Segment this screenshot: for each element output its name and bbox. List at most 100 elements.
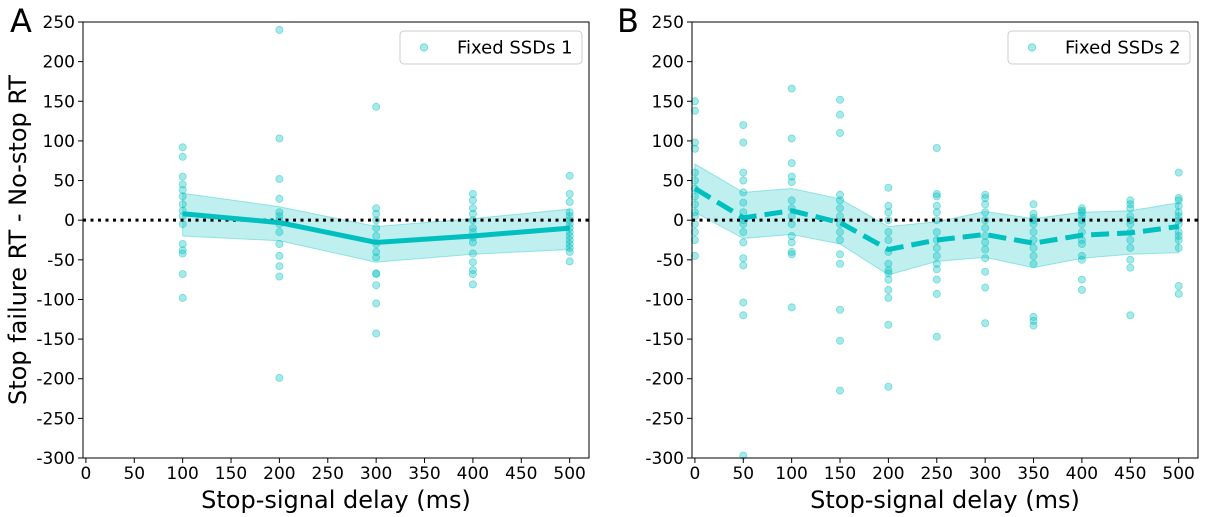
scatter-point <box>884 275 893 284</box>
scatter-point <box>690 235 699 244</box>
panel-a: A0 50 100 150 200 250 300 350 400 450 500250200150… <box>10 2 590 514</box>
scatter-point <box>739 121 748 130</box>
scatter-point <box>690 228 699 237</box>
scatter-point <box>739 168 748 177</box>
scatter-point <box>739 228 748 237</box>
scatter-point <box>932 143 941 152</box>
scatter-point <box>836 228 845 237</box>
scatter-point <box>178 239 187 248</box>
scatter-point <box>565 208 574 217</box>
y-tick-label: 200 <box>43 53 75 73</box>
legend: Fixed SSDs 1 <box>399 30 583 65</box>
y-tick-label: 50 <box>53 172 75 192</box>
scatter-point <box>275 174 284 183</box>
scatter-point <box>932 251 941 260</box>
y-axis-label-shared: Stop failure RT - No-stop RT <box>4 75 32 405</box>
x-tick-label: 450 <box>505 464 537 484</box>
mean-line <box>182 211 570 245</box>
scatter-point <box>1174 168 1183 177</box>
scatter-point <box>1126 196 1135 205</box>
scatter-point <box>1126 263 1135 272</box>
scatter-point <box>372 209 381 218</box>
scatter-point <box>178 192 187 201</box>
scatter-point <box>932 243 941 252</box>
scatter-point <box>178 143 187 152</box>
scatter-point <box>836 212 845 221</box>
scatter-point <box>787 247 796 256</box>
scatter-point <box>275 373 284 382</box>
scatter-point <box>1174 243 1183 252</box>
scatter-point <box>690 138 699 147</box>
scatter-point <box>884 382 893 391</box>
scatter-point <box>1077 255 1086 264</box>
scatter-point <box>1126 235 1135 244</box>
y-tick-label: -150 <box>36 330 75 350</box>
scatter-point <box>690 208 699 217</box>
scatter-point <box>884 293 893 302</box>
scatter-point <box>468 224 477 233</box>
scatter-point <box>981 190 990 199</box>
scatter-point <box>787 159 796 168</box>
scatter-point <box>565 257 574 266</box>
scatter-point <box>468 266 477 275</box>
scatter-point <box>836 204 845 213</box>
x-tick-label: 250 <box>921 464 953 484</box>
y-tick-label: 250 <box>652 13 684 33</box>
scatter-point <box>932 265 941 274</box>
scatter-point <box>178 293 187 302</box>
x-tick-label: 400 <box>457 464 489 484</box>
scatter-point <box>787 231 796 240</box>
scatter-point <box>468 189 477 198</box>
scatter-point <box>836 386 845 395</box>
scatter-point <box>565 212 574 221</box>
scatter-point <box>565 243 574 252</box>
scatter-point <box>739 138 748 147</box>
x-tick-label: 200 <box>872 464 904 484</box>
x-axis-label: Stop-signal delay (ms) <box>201 486 471 514</box>
x-tick-label: 50 <box>732 464 754 484</box>
scatter-point <box>981 193 990 202</box>
scatter-point <box>884 235 893 244</box>
scatter-point <box>565 197 574 206</box>
scatter-point <box>468 238 477 247</box>
scatter-point <box>981 200 990 209</box>
x-tick-label: 100 <box>166 464 198 484</box>
x-tick-label: 500 <box>1162 464 1194 484</box>
x-tick-label: 350 <box>408 464 440 484</box>
y-tick-label: -100 <box>645 290 684 310</box>
scatter-point <box>932 259 941 268</box>
y-tick-label: 150 <box>652 92 684 112</box>
y-tick-label: -300 <box>645 449 684 469</box>
scatter-point <box>275 134 284 143</box>
scatter-point <box>178 246 187 255</box>
y-tick-label: -200 <box>645 370 684 390</box>
scatter-point <box>739 188 748 197</box>
scatter-point <box>468 249 477 258</box>
scatter-point <box>932 228 941 237</box>
legend: Fixed SSDs 2 <box>1007 30 1191 65</box>
scatter-point <box>836 305 845 314</box>
y-tick-label: -50 <box>656 251 684 271</box>
scatter-point <box>836 95 845 104</box>
x-tick-label: 0 <box>689 464 700 484</box>
scatter-point <box>275 239 284 248</box>
scatter-point <box>1174 208 1183 217</box>
scatter-point <box>787 134 796 143</box>
scatter-point <box>836 259 845 268</box>
scatter-point <box>884 320 893 329</box>
scatter-point <box>1174 201 1183 210</box>
scatter-point <box>739 254 748 263</box>
confidence-band <box>694 163 1180 276</box>
x-tick-label: 300 <box>360 464 392 484</box>
scatter-point <box>787 250 796 259</box>
x-tick-label: 50 <box>123 464 145 484</box>
scatter-point <box>1174 196 1183 205</box>
scatter-point <box>1126 255 1135 264</box>
scatter-point <box>690 200 699 209</box>
scatter-point <box>932 189 941 198</box>
scatter-point <box>884 183 893 192</box>
scatter-point <box>468 196 477 205</box>
scatter-point <box>565 171 574 180</box>
scatter-point <box>739 220 748 229</box>
scatter-point <box>787 172 796 181</box>
